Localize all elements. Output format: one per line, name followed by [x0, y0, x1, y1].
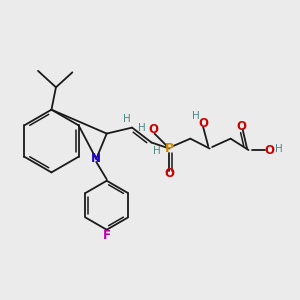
Text: O: O	[164, 167, 174, 180]
Text: O: O	[199, 117, 209, 130]
Text: H: H	[153, 146, 161, 156]
Text: P: P	[165, 142, 174, 155]
Text: O: O	[264, 143, 274, 157]
Text: O: O	[236, 120, 246, 133]
Text: H: H	[192, 111, 200, 121]
Text: H: H	[138, 123, 146, 133]
Text: H: H	[123, 114, 130, 124]
Text: F: F	[103, 229, 111, 242]
Text: O: O	[148, 123, 158, 136]
Text: N: N	[91, 152, 101, 166]
Text: H: H	[275, 143, 283, 154]
